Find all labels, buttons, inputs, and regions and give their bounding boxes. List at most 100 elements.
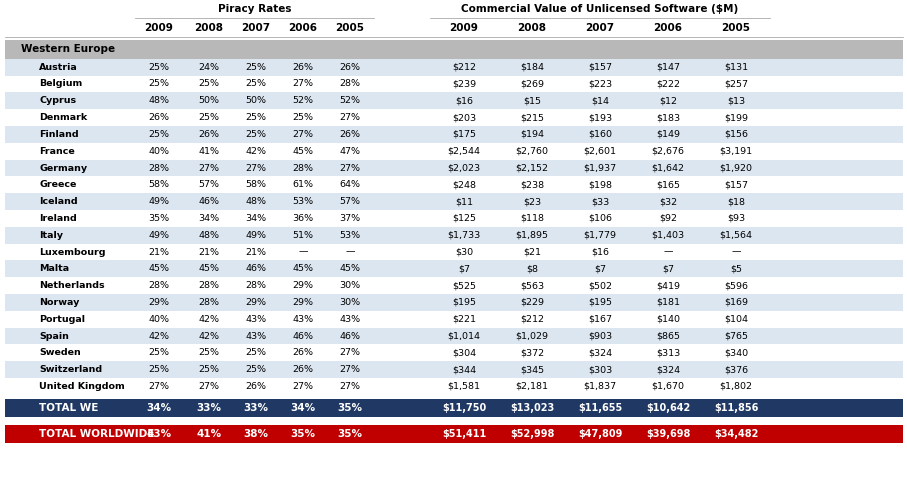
Text: 49%: 49%	[149, 231, 170, 240]
Text: 42%: 42%	[199, 315, 219, 324]
Text: 25%: 25%	[199, 79, 219, 89]
Text: $147: $147	[656, 63, 680, 72]
Text: 46%: 46%	[199, 197, 219, 206]
Text: 30%: 30%	[339, 281, 361, 290]
Text: TOTAL WE: TOTAL WE	[39, 403, 98, 413]
Text: 46%: 46%	[292, 332, 314, 341]
Text: $303: $303	[588, 365, 612, 374]
Text: Western Europe: Western Europe	[21, 45, 115, 54]
Bar	[5, 244, 903, 260]
Text: Portugal: Portugal	[39, 315, 85, 324]
Text: $212: $212	[520, 315, 544, 324]
Text: $21: $21	[523, 247, 541, 256]
Bar	[0, 417, 907, 425]
Text: $11: $11	[455, 197, 473, 206]
Text: $525: $525	[452, 281, 476, 290]
Text: 49%: 49%	[246, 231, 267, 240]
Text: 40%: 40%	[149, 315, 170, 324]
Text: 57%: 57%	[199, 180, 219, 189]
Text: $1,802: $1,802	[719, 382, 753, 391]
Text: $372: $372	[520, 348, 544, 357]
Text: $52,998: $52,998	[510, 429, 554, 439]
Text: 33%: 33%	[197, 403, 221, 413]
Text: United Kingdom: United Kingdom	[39, 382, 125, 391]
Text: 2009: 2009	[450, 23, 478, 33]
Text: $221: $221	[452, 315, 476, 324]
Text: $269: $269	[520, 79, 544, 89]
Text: $184: $184	[520, 63, 544, 72]
Text: $140: $140	[656, 315, 680, 324]
Text: 51%: 51%	[292, 231, 314, 240]
Text: 49%: 49%	[149, 197, 170, 206]
Text: 27%: 27%	[149, 382, 170, 391]
Text: $865: $865	[656, 332, 680, 341]
Text: $16: $16	[591, 247, 609, 256]
Text: $2,676: $2,676	[651, 147, 685, 156]
Text: $502: $502	[588, 281, 612, 290]
Text: $1,779: $1,779	[583, 231, 617, 240]
Text: 26%: 26%	[339, 63, 360, 72]
Text: 21%: 21%	[149, 247, 170, 256]
Text: $419: $419	[656, 281, 680, 290]
Text: 35%: 35%	[149, 214, 170, 223]
Text: 37%: 37%	[339, 214, 361, 223]
Text: $1,895: $1,895	[515, 231, 549, 240]
Bar	[5, 311, 903, 328]
Text: 28%: 28%	[246, 281, 267, 290]
Text: Commercial Value of Unlicensed Software ($M): Commercial Value of Unlicensed Software …	[462, 4, 738, 14]
Text: $10,642: $10,642	[646, 403, 690, 413]
Text: $596: $596	[724, 281, 748, 290]
Text: $14: $14	[591, 97, 609, 105]
Text: 29%: 29%	[246, 298, 267, 307]
Text: $2,023: $2,023	[447, 164, 481, 172]
Text: 48%: 48%	[199, 231, 219, 240]
Text: $11,750: $11,750	[442, 403, 486, 413]
Text: $1,029: $1,029	[515, 332, 549, 341]
Text: 25%: 25%	[149, 63, 170, 72]
Text: 25%: 25%	[246, 63, 267, 72]
Text: Norway: Norway	[39, 298, 80, 307]
Text: $181: $181	[656, 298, 680, 307]
Text: 46%: 46%	[339, 332, 360, 341]
Text: 53%: 53%	[292, 197, 314, 206]
Text: 26%: 26%	[292, 365, 314, 374]
Text: $376: $376	[724, 365, 748, 374]
Text: 25%: 25%	[199, 113, 219, 122]
Text: 45%: 45%	[292, 264, 314, 273]
Text: $149: $149	[656, 130, 680, 139]
Text: $13: $13	[727, 97, 745, 105]
Text: $199: $199	[724, 113, 748, 122]
Text: 27%: 27%	[292, 130, 314, 139]
Text: 64%: 64%	[339, 180, 360, 189]
Text: 2005: 2005	[721, 23, 750, 33]
Text: 36%: 36%	[292, 214, 314, 223]
Text: $2,152: $2,152	[515, 164, 549, 172]
Text: 28%: 28%	[292, 164, 314, 172]
Text: 58%: 58%	[149, 180, 170, 189]
Text: $1,837: $1,837	[583, 382, 617, 391]
Text: Germany: Germany	[39, 164, 87, 172]
Text: 34%: 34%	[146, 403, 171, 413]
Text: $34,482: $34,482	[714, 429, 758, 439]
Text: $194: $194	[520, 130, 544, 139]
Bar	[5, 277, 903, 294]
Text: 26%: 26%	[199, 130, 219, 139]
Text: 27%: 27%	[339, 365, 360, 374]
Text: $223: $223	[588, 79, 612, 89]
Text: $215: $215	[520, 113, 544, 122]
Text: $2,760: $2,760	[515, 147, 549, 156]
Text: Piracy Rates: Piracy Rates	[218, 4, 291, 14]
Bar	[5, 294, 903, 311]
Text: 46%: 46%	[246, 264, 267, 273]
Text: France: France	[39, 147, 74, 156]
Bar	[5, 193, 903, 210]
Text: 25%: 25%	[149, 79, 170, 89]
Text: $313: $313	[656, 348, 680, 357]
Text: 50%: 50%	[199, 97, 219, 105]
Text: 43%: 43%	[146, 429, 171, 439]
Text: 48%: 48%	[149, 97, 170, 105]
Text: 42%: 42%	[199, 332, 219, 341]
Text: $1,564: $1,564	[719, 231, 753, 240]
Text: Malta: Malta	[39, 264, 69, 273]
Text: 47%: 47%	[339, 147, 360, 156]
